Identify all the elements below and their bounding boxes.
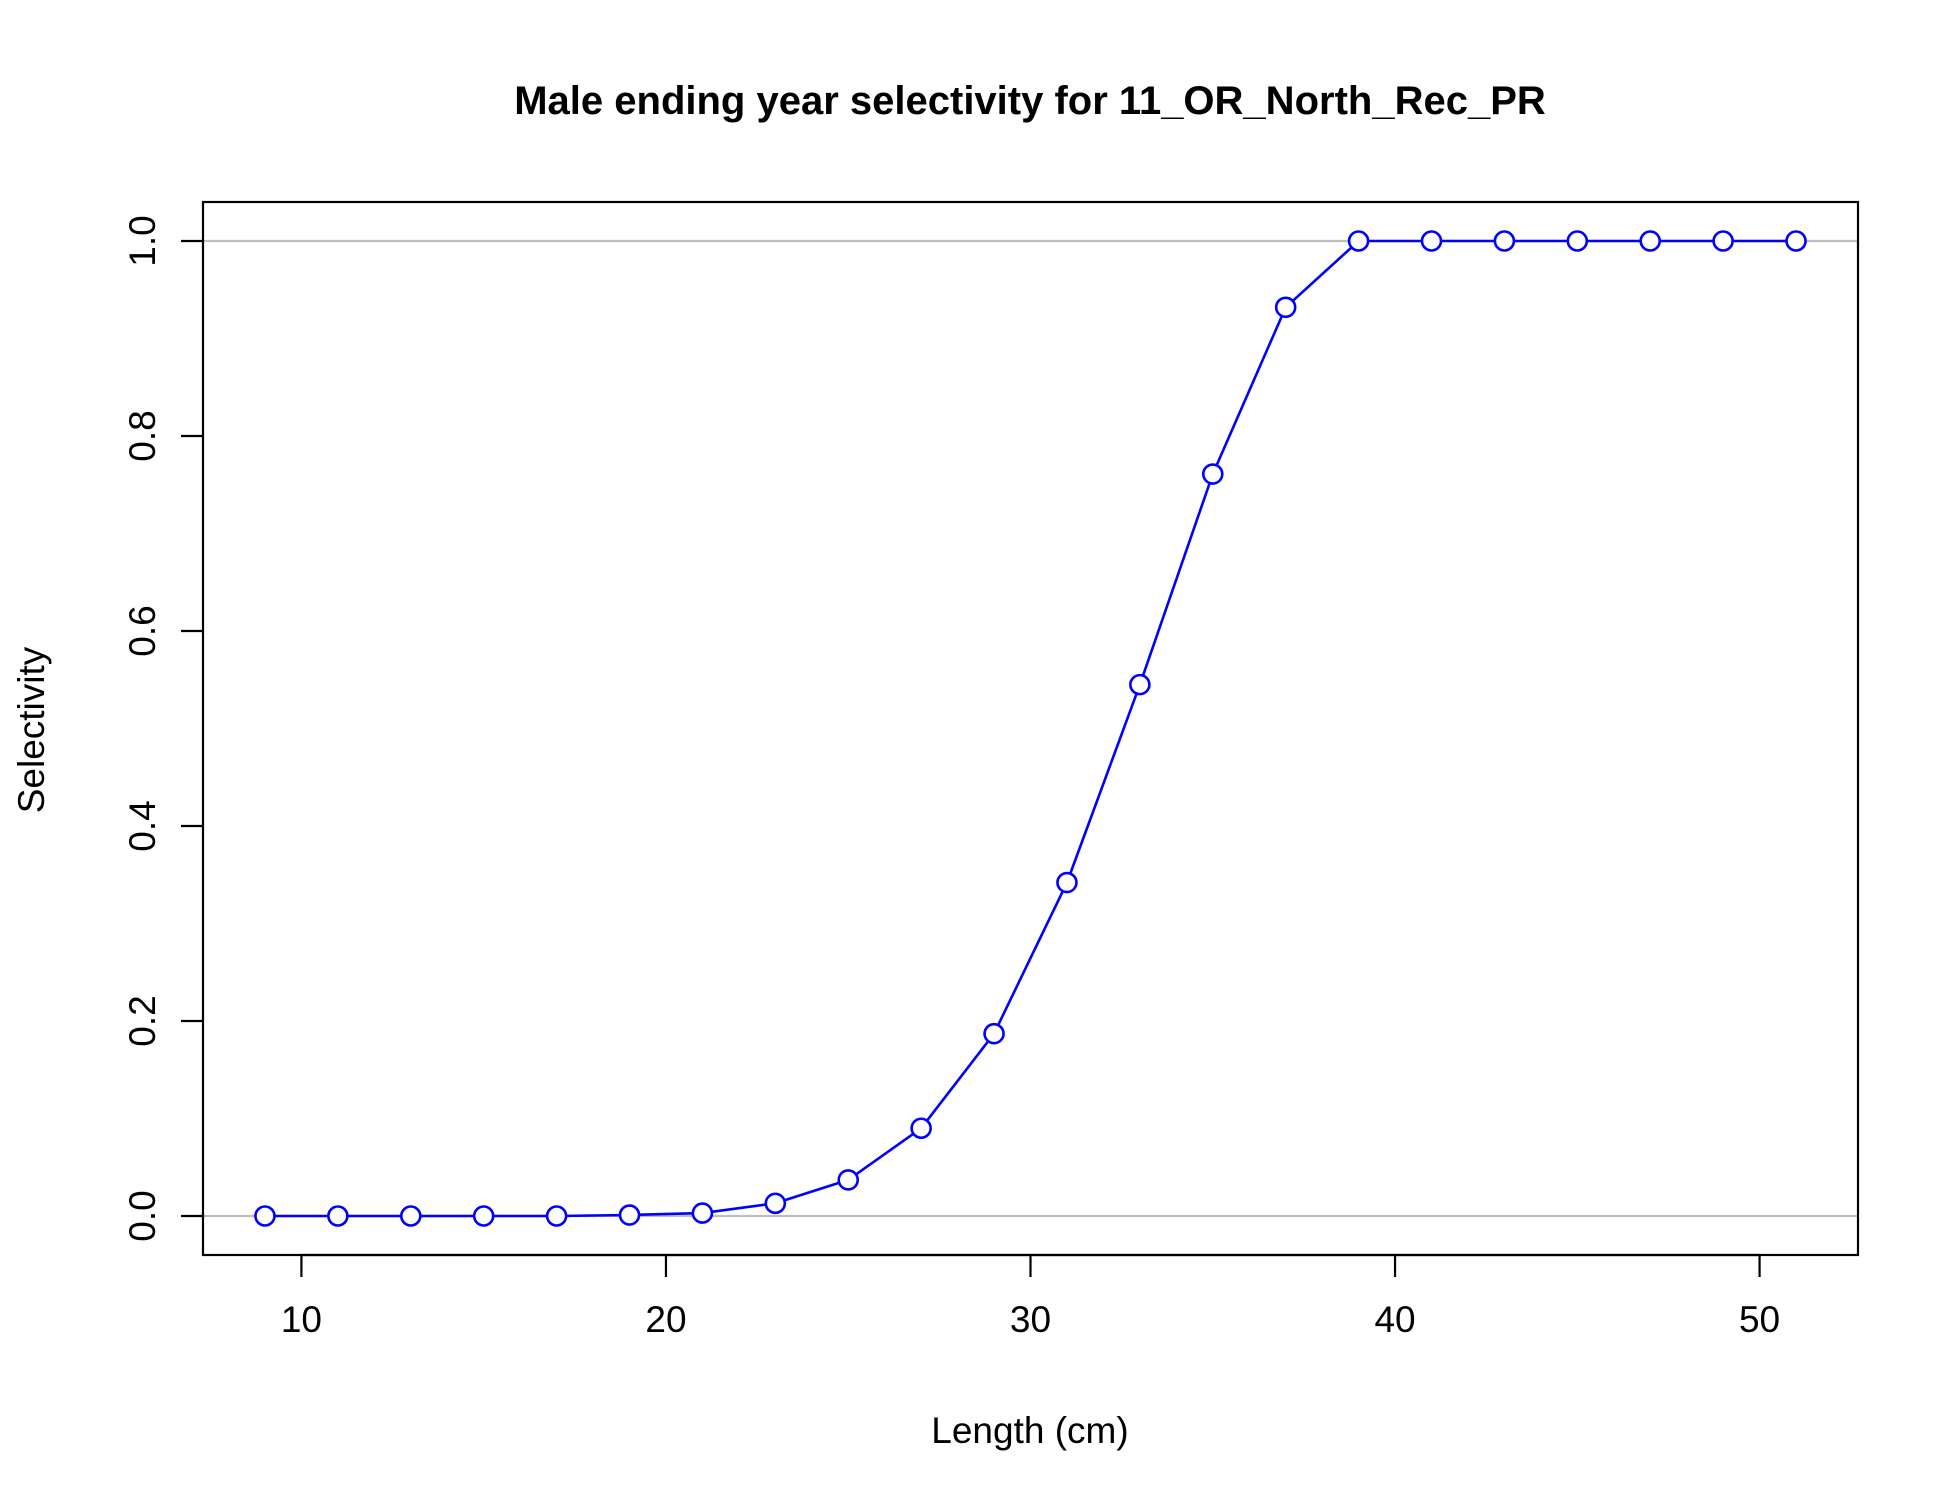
data-point [1129,673,1151,696]
x-tick-label: 10 [281,1299,322,1340]
data-point [1420,230,1443,252]
data-point [399,1205,422,1227]
y-tick-label: 0.4 [122,800,163,851]
y-tick-label: 0.8 [122,410,163,461]
chart-title: Male ending year selectivity for 11_OR_N… [514,79,1546,123]
plot-frame [201,200,1860,1257]
y-tick-label: 0.0 [122,1190,163,1241]
data-point [1493,230,1516,252]
data-point [254,1205,276,1227]
data-point [764,1192,787,1215]
data-point [983,1022,1005,1045]
data-point [327,1205,349,1227]
y-tick-label: 1.0 [122,215,163,266]
data-point [1274,296,1297,319]
x-axis-title: Length (cm) [931,1410,1128,1451]
data-point [1639,230,1662,252]
y-tick-label: 0.6 [122,605,163,656]
series-line [265,239,1796,1218]
x-tick-label: 20 [645,1299,686,1340]
data-point [1785,230,1807,252]
data-point [1566,230,1589,252]
data-point [618,1204,641,1226]
data-point [545,1205,568,1227]
x-tick-label: 50 [1739,1299,1780,1340]
data-point [691,1202,714,1224]
y-tick-label: 0.2 [122,995,163,1046]
data-point [1712,230,1734,252]
data-point [837,1169,860,1191]
data-point [1347,230,1370,252]
data-point [1201,463,1224,485]
data-point [472,1205,495,1227]
data-point [1056,871,1078,894]
data-point [910,1117,932,1140]
x-tick-label: 30 [1010,1299,1051,1340]
x-tick-label: 40 [1374,1299,1415,1340]
plot-area: 10 20 30 40 50 0.0 0.2 0.4 0.6 0.8 1.0 [122,200,1860,1340]
y-axis-title: Selectivity [11,646,52,813]
